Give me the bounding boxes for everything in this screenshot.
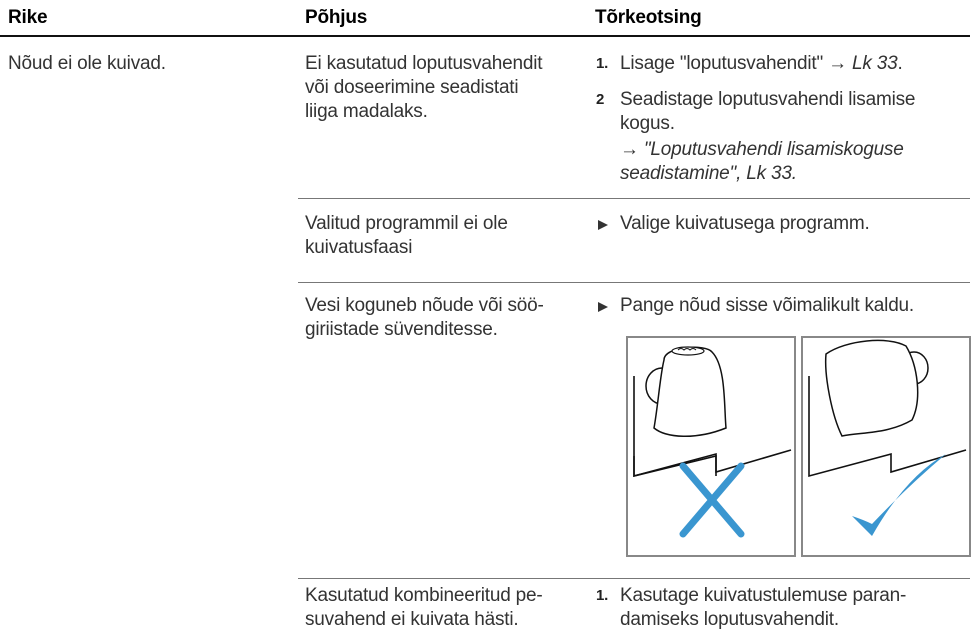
- cause: kuivatusfaasi: [305, 237, 413, 258]
- row-rule: [298, 578, 970, 579]
- reference: Lk 33: [852, 53, 898, 74]
- step-number: 1.: [596, 587, 609, 604]
- cause: Kasutatud kombineeritud pe-: [305, 585, 543, 606]
- action: Pange nõud sisse võimalikult kaldu.: [620, 295, 915, 316]
- fault: Nõud ei ole kuivad.: [8, 53, 166, 74]
- reference: seadistamine", Lk 33.: [620, 163, 797, 184]
- row-rule: [298, 282, 970, 283]
- cause: giriistade süvenditesse.: [305, 319, 498, 340]
- header-rule: [0, 35, 970, 37]
- cause: Valitud programmil ei ole: [305, 213, 508, 234]
- step-text: Lisage "loputusvahendit" → Lk 33.: [620, 52, 903, 76]
- header-cell: Tõrkeotsing: [595, 7, 702, 28]
- header-cell: Rike: [8, 7, 48, 28]
- header-cell: Põhjus: [305, 7, 368, 28]
- illustration: [626, 336, 971, 557]
- cause: liiga madalaks.: [305, 101, 428, 122]
- text: .: [897, 53, 903, 74]
- step-number: 2: [596, 91, 605, 108]
- cause: või doseerimine seadistati: [305, 77, 519, 98]
- step-text: kogus.: [620, 113, 675, 134]
- text: Lisage "loputusvahendit" →: [620, 53, 853, 74]
- step-text: Seadistage loputusvahendi lisamise: [620, 89, 916, 110]
- bullet: [598, 302, 608, 312]
- cause: Vesi koguneb nõude või söö-: [305, 295, 544, 316]
- row-rule: [298, 198, 970, 199]
- step-text: Kasutage kuivatustulemuse paran-: [620, 585, 907, 606]
- action: Valige kuivatusega programm.: [620, 213, 870, 234]
- cause: suvahend ei kuivata hästi.: [305, 609, 519, 630]
- bullet: [598, 220, 608, 230]
- step-text: damiseks loputusvahendit.: [620, 609, 839, 630]
- reference: → "Loputusvahendi lisamiskoguse: [620, 139, 904, 160]
- cause: Ei kasutatud loputusvahendit: [305, 53, 543, 74]
- step-number: 1.: [596, 55, 609, 72]
